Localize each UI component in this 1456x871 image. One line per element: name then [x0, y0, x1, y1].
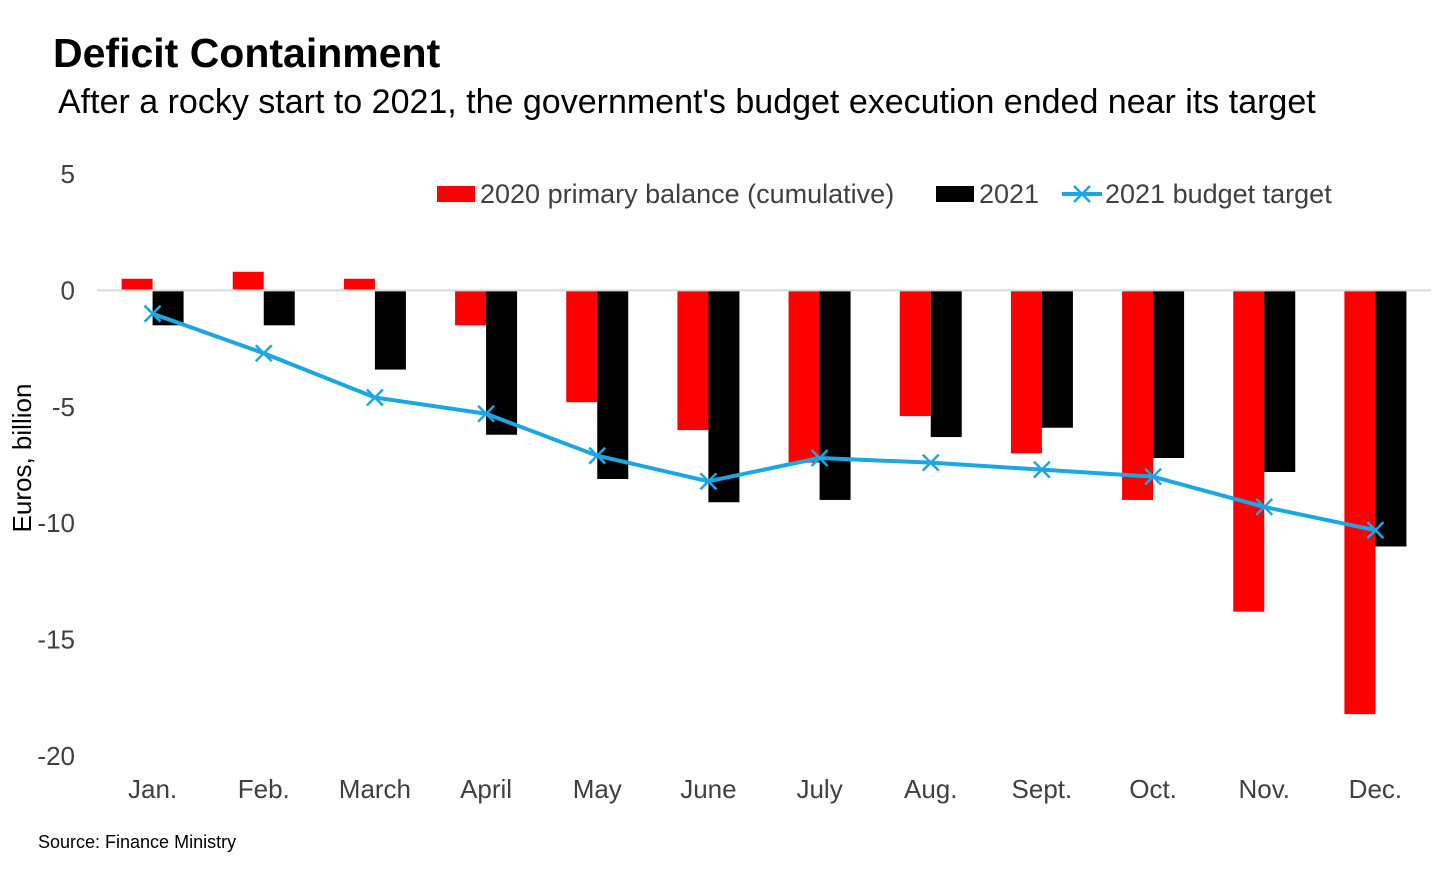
legend-label-target: 2021 budget target: [1105, 179, 1332, 209]
x-tick-label: Feb.: [238, 774, 290, 804]
legend-label-2021: 2021: [979, 179, 1039, 209]
x-tick-label: Oct.: [1129, 774, 1177, 804]
bar-2021: [930, 290, 962, 438]
bar-2020: [343, 278, 375, 291]
bar-2021: [1375, 290, 1407, 547]
x-tick-label: July: [796, 774, 842, 804]
x-tick-label: March: [339, 774, 411, 804]
target-marker: [699, 472, 718, 491]
legend-swatch-2020: [437, 186, 475, 202]
target-marker: [810, 449, 829, 467]
bar-2020: [899, 290, 931, 417]
bar-2020: [455, 290, 487, 326]
bar-2020: [677, 290, 709, 431]
bar-2020: [1233, 290, 1265, 612]
legend-marker-target: [1073, 185, 1091, 203]
target-line: [151, 311, 1376, 533]
bar-2021: [1153, 290, 1185, 459]
bar-2020: [121, 278, 153, 291]
legend-swatch-2021: [936, 186, 974, 202]
x-tick-label: May: [573, 774, 622, 804]
bar-2020: [566, 290, 598, 403]
target-marker: [588, 446, 607, 465]
target-marker: [1144, 467, 1162, 486]
bar-2021: [708, 290, 740, 503]
bar-2020: [1122, 290, 1154, 500]
bar-2020: [232, 271, 264, 291]
bar-2021: [819, 290, 851, 500]
target-marker: [921, 453, 940, 472]
bar-2021: [597, 290, 629, 479]
source-note: Source: Finance Ministry: [38, 832, 237, 852]
x-tick-label: Sept.: [1012, 774, 1073, 804]
y-tick-label: 0: [61, 275, 75, 305]
bar-2021: [263, 290, 295, 326]
x-tick-label: Jan.: [128, 774, 177, 804]
y-tick-label: -15: [37, 625, 75, 655]
x-tick-label: Aug.: [904, 774, 958, 804]
x-tick-label: June: [680, 774, 736, 804]
bar-2021: [374, 290, 406, 370]
bar-2020: [1010, 290, 1042, 454]
legend-label-2020: 2020 primary balance (cumulative): [480, 179, 894, 209]
target-marker: [143, 304, 162, 323]
y-tick-label: 5: [61, 159, 75, 189]
bar-2020: [788, 290, 820, 463]
target-marker: [366, 388, 384, 407]
bar-2021: [1041, 290, 1073, 428]
bar-2021: [1264, 290, 1296, 472]
target-marker: [1255, 498, 1274, 516]
x-tick-label: Dec.: [1349, 774, 1402, 804]
y-tick-label: -10: [37, 508, 75, 538]
target-marker: [1033, 460, 1051, 479]
y-tick-label: -5: [52, 392, 75, 422]
x-tick-label: April: [460, 774, 512, 804]
target-marker: [254, 344, 273, 363]
bar-2020: [1344, 290, 1376, 715]
bar-2021: [486, 290, 518, 435]
y-axis-label: Euros, billion: [7, 384, 37, 533]
y-tick-label: -20: [37, 741, 75, 771]
chart-title: Deficit Containment: [53, 30, 441, 76]
target-marker: [1366, 521, 1385, 540]
chart-subtitle: After a rocky start to 2021, the governm…: [58, 83, 1316, 121]
target-marker: [477, 404, 495, 423]
x-tick-label: Nov.: [1238, 774, 1290, 804]
